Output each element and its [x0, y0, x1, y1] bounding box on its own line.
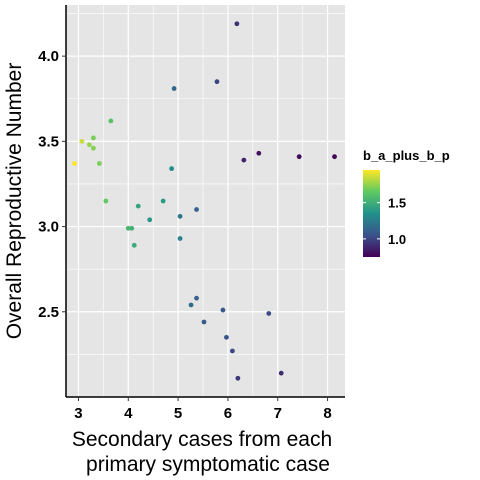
data-point: [171, 86, 177, 91]
data-point: [332, 154, 337, 160]
data-point: [169, 166, 175, 172]
data-point: [234, 21, 240, 27]
data-point: [103, 198, 109, 204]
x-axis-ticks: 3 4 5 6 7 8: [74, 397, 332, 422]
x-tick-label: 3: [74, 405, 82, 422]
data-point: [235, 375, 241, 381]
x-axis-title-line-1: Secondary cases from each: [72, 428, 332, 451]
data-point: [72, 161, 77, 166]
data-point: [194, 295, 199, 301]
data-point: [79, 138, 85, 144]
x-tick-label: 8: [323, 405, 331, 422]
data-point: [230, 348, 235, 354]
data-point: [147, 217, 153, 223]
data-point: [296, 154, 302, 160]
data-point: [96, 161, 102, 166]
data-point: [129, 225, 135, 231]
minor-gridlines: [66, 5, 345, 397]
y-axis-title: Overall Reproductive Number: [3, 63, 26, 340]
legend-colorbar: [363, 170, 380, 257]
y-tick-label: 2.5: [38, 304, 59, 321]
data-point: [135, 203, 141, 209]
data-point: [91, 145, 96, 151]
data-point: [177, 213, 183, 219]
data-point: [241, 157, 247, 163]
legend-tick-label: 1.5: [388, 196, 406, 211]
data-point: [266, 311, 272, 316]
x-tick-label: 7: [274, 405, 282, 422]
data-points: [72, 21, 337, 381]
data-point: [87, 142, 92, 148]
data-point: [214, 79, 220, 85]
data-point: [278, 370, 284, 376]
data-point: [108, 118, 114, 124]
data-point: [131, 242, 137, 248]
data-point: [91, 135, 96, 141]
data-point: [256, 150, 262, 156]
legend-title: b_a_plus_b_p: [363, 148, 450, 163]
y-tick-label: 4.0: [38, 48, 59, 65]
data-point: [188, 302, 194, 308]
plot-panel: [66, 5, 345, 397]
data-point: [177, 236, 183, 241]
x-tick-label: 6: [224, 405, 232, 422]
data-point: [201, 319, 207, 325]
data-point: [224, 334, 229, 340]
legend-tick-label: 1.0: [388, 232, 406, 247]
y-tick-label: 3.5: [38, 133, 59, 150]
color-legend: b_a_plus_b_p 1.0 1.5: [363, 148, 450, 257]
major-gridlines: [66, 5, 345, 397]
y-axis-ticks: 2.5 3.0 3.5 4.0: [38, 48, 66, 321]
legend-ticks: 1.0 1.5: [363, 196, 406, 247]
data-point: [220, 307, 226, 313]
x-tick-label: 5: [174, 405, 182, 422]
data-point: [194, 207, 199, 212]
y-tick-label: 3.0: [38, 219, 59, 236]
x-axis-title-line-2: primary symptomatic case: [86, 453, 330, 476]
x-tick-label: 4: [124, 405, 133, 422]
data-point: [160, 198, 166, 204]
data-point: [125, 225, 131, 231]
